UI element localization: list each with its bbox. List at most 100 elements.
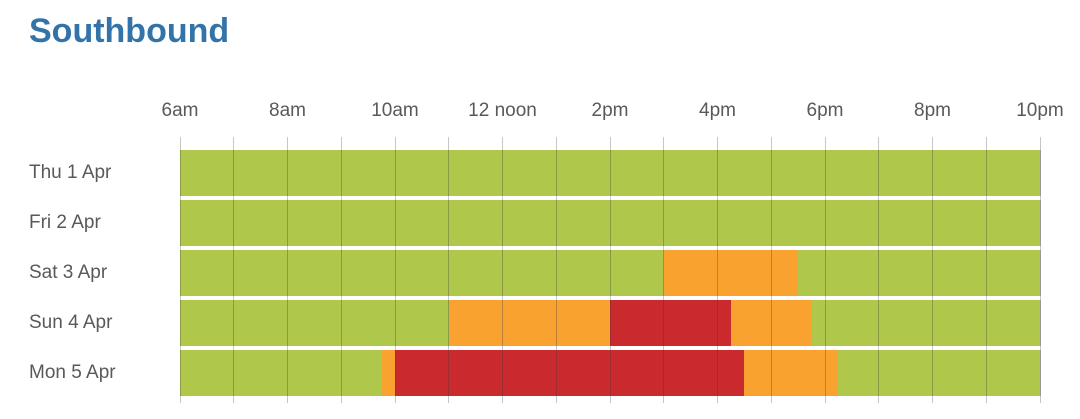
segment-green <box>180 200 1040 246</box>
hour-gridline-overlay <box>394 300 396 346</box>
hour-gridline-overlay <box>448 200 450 246</box>
segment-red <box>395 350 745 396</box>
hour-gridline-overlay <box>502 250 503 296</box>
chart-row <box>179 200 1041 246</box>
hour-gridline-overlay <box>985 350 987 396</box>
time-tick-label: 10am <box>371 100 419 121</box>
segment-orange <box>381 350 395 396</box>
hour-gridline-overlay <box>985 300 987 346</box>
hour-gridline-overlay <box>555 300 557 346</box>
segment-green <box>180 250 664 296</box>
day-label: Thu 1 Apr <box>29 162 112 183</box>
hour-gridline-overlay <box>179 150 181 196</box>
hour-gridline-overlay <box>340 150 342 196</box>
segment-green <box>798 250 1040 296</box>
day-label: Sat 3 Apr <box>29 262 108 283</box>
time-tick-label: 10pm <box>1016 100 1064 121</box>
hour-gridline-overlay <box>932 300 933 346</box>
hour-gridline-overlay <box>609 200 611 246</box>
hour-gridline-overlay <box>287 300 288 346</box>
hour-gridline-overlay <box>985 250 987 296</box>
hour-gridline-overlay <box>1039 200 1041 246</box>
hour-gridline-overlay <box>340 350 342 396</box>
hour-gridline-overlay <box>932 250 933 296</box>
hour-gridline-overlay <box>233 250 235 296</box>
segment-green <box>180 350 382 396</box>
hour-gridline-overlay <box>932 150 933 196</box>
hour-gridline-overlay <box>770 300 772 346</box>
hour-gridline-overlay <box>555 250 557 296</box>
hour-gridline-overlay <box>394 250 396 296</box>
hour-gridline-overlay <box>878 250 880 296</box>
segment-green <box>180 300 449 346</box>
hour-gridline-overlay <box>824 350 826 396</box>
hour-gridline-overlay <box>770 200 772 246</box>
time-tick-label: 6pm <box>806 100 844 121</box>
hour-gridline-overlay <box>287 200 288 246</box>
chart-row <box>179 150 1041 196</box>
hour-gridline-overlay <box>233 150 235 196</box>
hour-gridline-overlay <box>340 300 342 346</box>
hour-gridline-overlay <box>824 300 826 346</box>
hour-gridline-overlay <box>932 350 933 396</box>
segment-green <box>811 300 1040 346</box>
hour-gridline-overlay <box>179 350 181 396</box>
time-tick-label: 12 noon <box>468 100 537 121</box>
hour-gridline-overlay <box>878 200 880 246</box>
hour-gridline-overlay <box>448 350 450 396</box>
segment-green <box>838 350 1040 396</box>
day-label: Sun 4 Apr <box>29 312 113 333</box>
hour-gridline-overlay <box>985 200 987 246</box>
chart-row <box>179 300 1041 346</box>
hour-gridline-overlay <box>663 250 665 296</box>
hour-gridline-overlay <box>502 200 503 246</box>
segment-orange <box>744 350 839 396</box>
hour-gridline-overlay <box>233 300 235 346</box>
hour-gridline-overlay <box>448 250 450 296</box>
hour-gridline-overlay <box>717 250 718 296</box>
hour-gridline-overlay <box>502 150 503 196</box>
hour-gridline-overlay <box>717 200 718 246</box>
segment-orange <box>730 300 812 346</box>
hour-gridline-overlay <box>1039 350 1041 396</box>
hour-gridline-overlay <box>555 150 557 196</box>
day-label: Mon 5 Apr <box>29 362 116 383</box>
time-tick-label: 2pm <box>591 100 629 121</box>
hour-gridline-overlay <box>555 200 557 246</box>
hour-gridline-overlay <box>824 150 826 196</box>
hour-gridline-overlay <box>717 300 718 346</box>
hour-gridline-overlay <box>985 150 987 196</box>
hour-gridline-overlay <box>233 200 235 246</box>
hour-gridline-overlay <box>609 150 611 196</box>
hour-gridline-overlay <box>502 350 503 396</box>
hour-gridline-overlay <box>179 300 181 346</box>
hour-gridline-overlay <box>179 250 181 296</box>
hour-gridline-overlay <box>287 150 288 196</box>
hour-gridline-overlay <box>663 350 665 396</box>
segment-orange <box>663 250 799 296</box>
hour-gridline-overlay <box>609 300 611 346</box>
hour-gridline-overlay <box>878 350 880 396</box>
hour-gridline-overlay <box>878 300 880 346</box>
hour-gridline-overlay <box>287 250 288 296</box>
hour-gridline-overlay <box>555 350 557 396</box>
hour-gridline-overlay <box>233 350 235 396</box>
hour-gridline-overlay <box>663 200 665 246</box>
segment-red <box>610 300 731 346</box>
hour-gridline-overlay <box>394 200 396 246</box>
hour-gridline-overlay <box>1039 150 1041 196</box>
hour-gridline-overlay <box>448 150 450 196</box>
time-tick-label: 6am <box>161 100 199 121</box>
hour-gridline-overlay <box>287 350 288 396</box>
hour-gridline-overlay <box>340 250 342 296</box>
hour-gridline-overlay <box>824 200 826 246</box>
hour-gridline-overlay <box>878 150 880 196</box>
hour-gridline-overlay <box>663 150 665 196</box>
hour-gridline-overlay <box>340 200 342 246</box>
time-tick-label: 8am <box>269 100 306 121</box>
segment-green <box>180 150 1040 196</box>
chart-row <box>179 250 1041 296</box>
hour-gridline-overlay <box>394 150 396 196</box>
hour-gridline-overlay <box>1039 250 1041 296</box>
